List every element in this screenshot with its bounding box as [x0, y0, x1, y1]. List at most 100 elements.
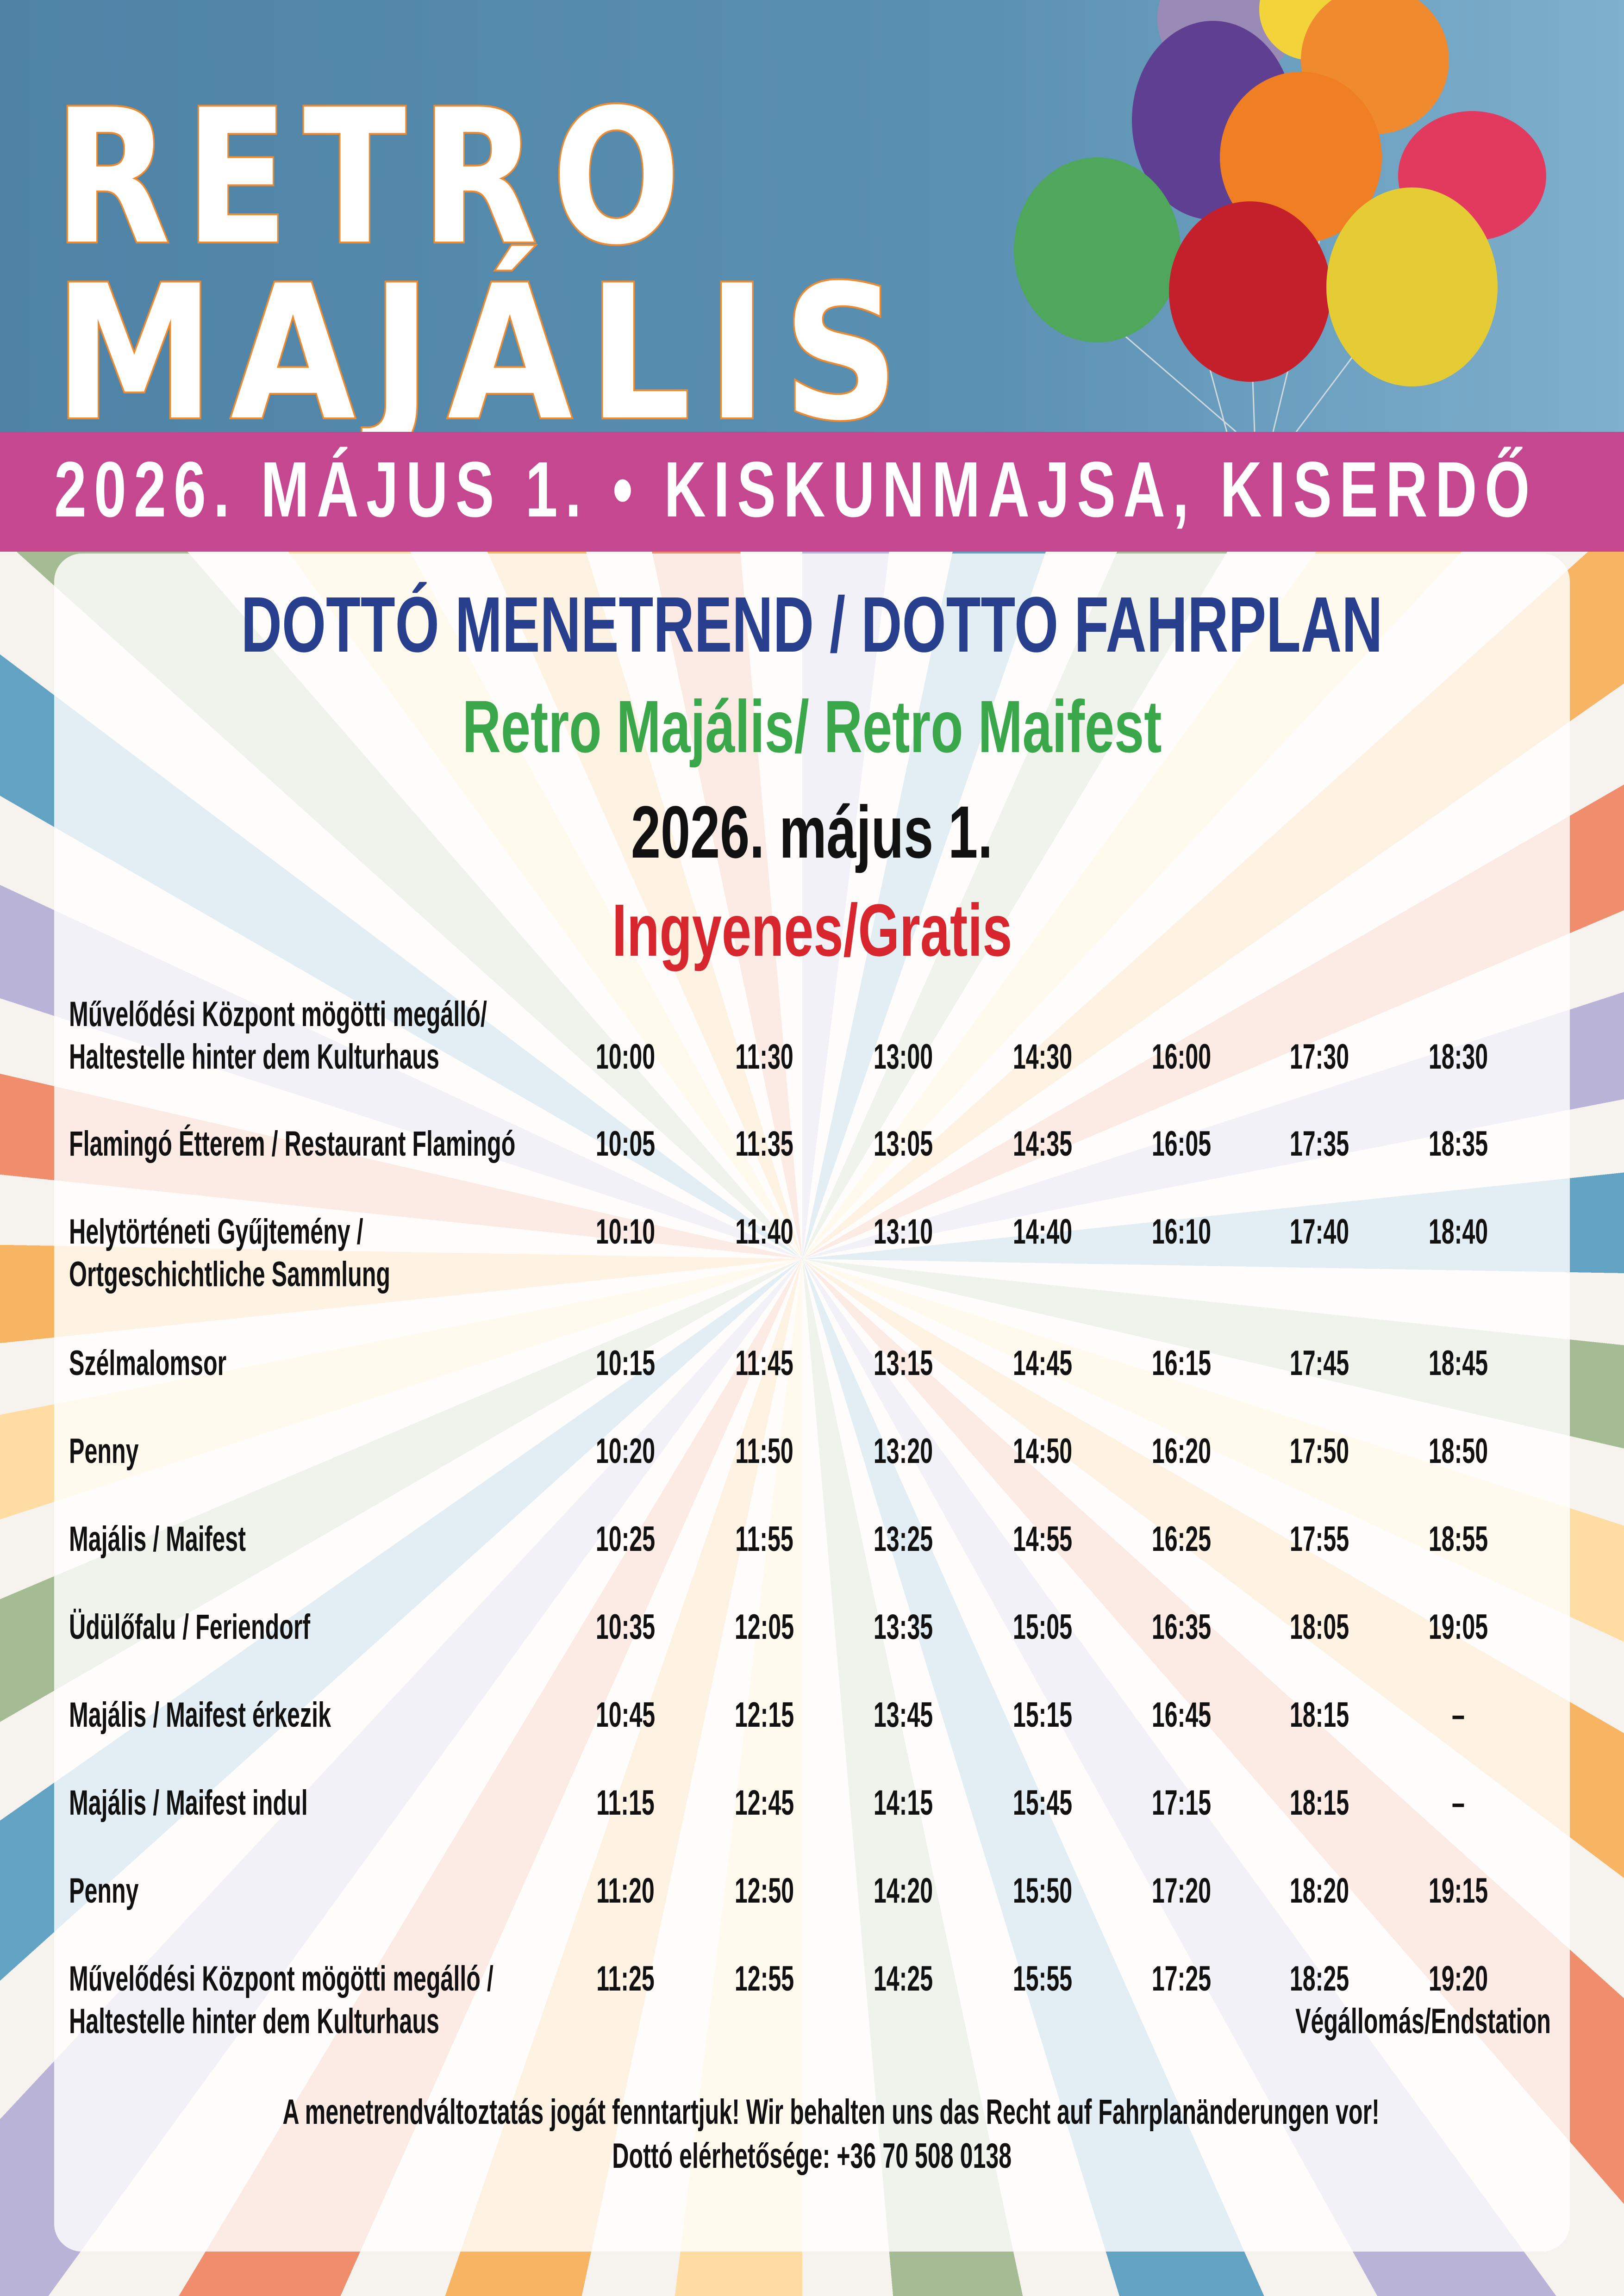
departure-time: 14:25 [873, 1959, 933, 1998]
stop-name-line: Ortgeschichtliche Sammlung [69, 1255, 391, 1294]
departure-time: – [1452, 1783, 1465, 1823]
event-banner: 2026. MÁJUS 1. • KISKUNMAJSA, KISERDŐ [0, 432, 1624, 552]
departure-time: 17:30 [1289, 1037, 1349, 1076]
stop-name-line: Penny [69, 1871, 139, 1910]
departure-time: 18:40 [1428, 1212, 1488, 1251]
timetable-row: Penny 11:20 12:50 14:20 15:50 17:20 18:20 19:15 [0, 1870, 1624, 1962]
departure-time: 12:45 [734, 1783, 794, 1823]
timetable-date: 2026. május 1. [631, 790, 993, 873]
stop-name-line: Majális / Maifest indul [69, 1783, 308, 1823]
departure-time: 18:15 [1289, 1695, 1349, 1735]
departure-time: 17:50 [1289, 1431, 1349, 1471]
terminus-note: Végállomás/Endstation [1295, 2002, 1551, 2041]
departure-time: 16:15 [1151, 1344, 1212, 1383]
stop-name: Művelődési Központ mögötti megálló/Halte… [69, 993, 487, 1078]
timetable-row: Szélmalomsor 10:15 11:45 13:15 14:45 16:15 17:… [0, 1342, 1624, 1435]
departure-time: 13:25 [873, 1519, 933, 1559]
stop-name-line: Penny [69, 1431, 139, 1471]
departure-time: 14:45 [1012, 1344, 1073, 1383]
departure-time: 14:20 [873, 1871, 933, 1910]
departure-time: 16:20 [1151, 1431, 1212, 1471]
timetable-row: Majális / Maifest indul 11:15 12:45 14:15 15… [0, 1782, 1624, 1874]
stop-name: Flamingó Étterem / Restaurant Flamingó [69, 1123, 515, 1165]
departure-time: 12:50 [734, 1871, 794, 1910]
departure-time: 18:20 [1289, 1871, 1349, 1910]
stop-name-line: Haltestelle hinter dem Kulturhaus [69, 1037, 439, 1076]
timetable-card [54, 554, 1570, 2252]
departure-time: 13:35 [873, 1607, 933, 1647]
timetable-subtitle: Retro Majális/ Retro Maifest [462, 685, 1162, 768]
departure-time: 16:35 [1151, 1607, 1212, 1647]
timetable-title: DOTTÓ MENETREND / DOTTO FAHRPLAN [241, 581, 1383, 669]
departure-time: 10:10 [595, 1212, 656, 1251]
departure-time: 12:55 [734, 1959, 794, 1998]
departure-time: 12:05 [734, 1607, 794, 1647]
departure-time: 15:55 [1012, 1959, 1073, 1998]
departure-time: 15:15 [1012, 1695, 1073, 1735]
stop-name: Majális / Maifest érkezik [69, 1694, 331, 1736]
departure-time: 17:40 [1289, 1212, 1349, 1251]
departure-time: 16:00 [1151, 1037, 1212, 1076]
contact-info: Dottó elérhetősége: +36 70 508 0138 [612, 2136, 1012, 2176]
timetable-row: Penny 10:20 11:50 13:20 14:50 16:20 17:50 18:50 [0, 1430, 1624, 1523]
stop-name: Penny [69, 1430, 139, 1473]
stop-name: Művelődési Központ mögötti megálló / Halt… [69, 1958, 493, 2043]
departure-time: 10:20 [595, 1431, 656, 1471]
departure-time: 16:45 [1151, 1695, 1212, 1735]
departure-time: 12:15 [734, 1695, 794, 1735]
timetable-row: Helytörténeti Gyűjtemény / Ortgeschichtli… [0, 1211, 1624, 1303]
departure-time: 15:05 [1012, 1607, 1073, 1647]
departure-time: 18:45 [1428, 1344, 1488, 1383]
stop-name-line: Szélmalomsor [69, 1344, 227, 1383]
departure-time: 13:45 [873, 1695, 933, 1735]
departure-time: 18:15 [1289, 1783, 1349, 1823]
footer-note: A menetrendváltoztatás jogát fenntartjuk… [282, 2092, 1380, 2132]
title-majalis: MAJÁLIS [53, 246, 915, 432]
departure-time: 18:05 [1289, 1607, 1349, 1647]
departure-time: 11:15 [596, 1783, 655, 1823]
departure-time: 14:30 [1012, 1037, 1073, 1076]
departure-time: 19:15 [1428, 1871, 1488, 1910]
departure-time: 11:20 [596, 1871, 655, 1910]
departure-time: 10:00 [595, 1037, 656, 1076]
stop-name: Penny [69, 1870, 139, 1912]
departure-time: – [1452, 1695, 1465, 1735]
title-retro: RETRO [53, 70, 696, 286]
departure-time: 11:35 [735, 1124, 793, 1164]
departure-time: 11:30 [735, 1037, 793, 1076]
stop-name-line: Haltestelle hinter dem Kulturhaus [69, 2002, 439, 2041]
departure-time: 17:55 [1289, 1519, 1349, 1559]
departure-time: 11:40 [735, 1212, 793, 1251]
stop-name-line: Majális / Maifest [69, 1519, 246, 1559]
departure-time: 10:05 [595, 1124, 656, 1164]
stop-name: Üdülőfalu / Feriendorf [69, 1606, 310, 1649]
departure-time: 16:10 [1151, 1212, 1212, 1251]
stop-name-line: Flamingó Étterem / Restaurant Flamingó [69, 1124, 516, 1164]
departure-time: 10:35 [595, 1607, 656, 1647]
stop-name-line: Majális / Maifest érkezik [69, 1695, 331, 1735]
stop-name: Majális / Maifest indul [69, 1782, 308, 1824]
departure-time: 18:55 [1428, 1519, 1488, 1559]
stop-name: Majális / Maifest [69, 1518, 246, 1561]
timetable-row: Művelődési Központ mögötti megálló / Halt… [0, 1958, 1624, 2050]
departure-time: 13:10 [873, 1212, 933, 1251]
departure-time: 11:50 [735, 1431, 793, 1471]
departure-time: 11:25 [596, 1959, 655, 1998]
stop-name-line: Művelődési Központ mögötti megálló/ [69, 995, 487, 1034]
departure-time: 11:55 [735, 1519, 793, 1559]
timetable-row: Flamingó Étterem / Restaurant Flamingó 10… [0, 1123, 1624, 1215]
departure-time: 17:20 [1151, 1871, 1212, 1910]
balloons-image [1014, 0, 1546, 432]
departure-time: 18:35 [1428, 1124, 1488, 1164]
stop-name: Helytörténeti Gyűjtemény / Ortgeschichtli… [69, 1211, 390, 1296]
departure-time: 18:30 [1428, 1037, 1488, 1076]
timetable-row: Művelődési Központ mögötti megálló/Halte… [0, 993, 1624, 1086]
departure-time: 14:40 [1012, 1212, 1073, 1251]
departure-time: 14:15 [873, 1783, 933, 1823]
timetable-row: Majális / Maifest érkezik 10:45 12:15 13:45… [0, 1694, 1624, 1786]
departure-time: 15:45 [1012, 1783, 1073, 1823]
departure-time: 13:05 [873, 1124, 933, 1164]
header: RETRO MAJÁLIS [0, 0, 1624, 432]
departure-time: 16:25 [1151, 1519, 1212, 1559]
departure-time: 18:50 [1428, 1431, 1488, 1471]
